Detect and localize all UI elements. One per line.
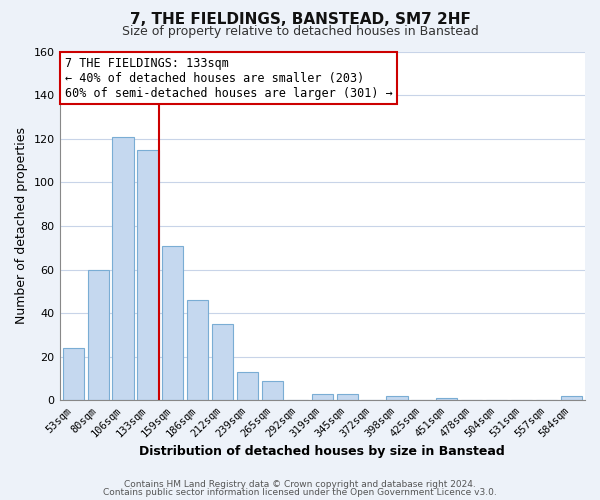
- Bar: [62, 348, 84, 401]
- Bar: [162, 246, 184, 400]
- Bar: [262, 381, 283, 400]
- Bar: [311, 394, 333, 400]
- Y-axis label: Number of detached properties: Number of detached properties: [15, 128, 28, 324]
- Bar: [88, 270, 109, 400]
- Text: Contains HM Land Registry data © Crown copyright and database right 2024.: Contains HM Land Registry data © Crown c…: [124, 480, 476, 489]
- Bar: [187, 300, 208, 400]
- X-axis label: Distribution of detached houses by size in Banstead: Distribution of detached houses by size …: [139, 444, 505, 458]
- Text: 7 THE FIELDINGS: 133sqm
← 40% of detached houses are smaller (203)
60% of semi-d: 7 THE FIELDINGS: 133sqm ← 40% of detache…: [65, 56, 392, 100]
- Bar: [112, 136, 134, 400]
- Bar: [237, 372, 258, 400]
- Text: Contains public sector information licensed under the Open Government Licence v3: Contains public sector information licen…: [103, 488, 497, 497]
- Bar: [386, 396, 407, 400]
- Bar: [436, 398, 457, 400]
- Bar: [561, 396, 582, 400]
- Text: Size of property relative to detached houses in Banstead: Size of property relative to detached ho…: [122, 25, 478, 38]
- Text: 7, THE FIELDINGS, BANSTEAD, SM7 2HF: 7, THE FIELDINGS, BANSTEAD, SM7 2HF: [130, 12, 470, 28]
- Bar: [337, 394, 358, 400]
- Bar: [137, 150, 158, 400]
- Bar: [212, 324, 233, 400]
